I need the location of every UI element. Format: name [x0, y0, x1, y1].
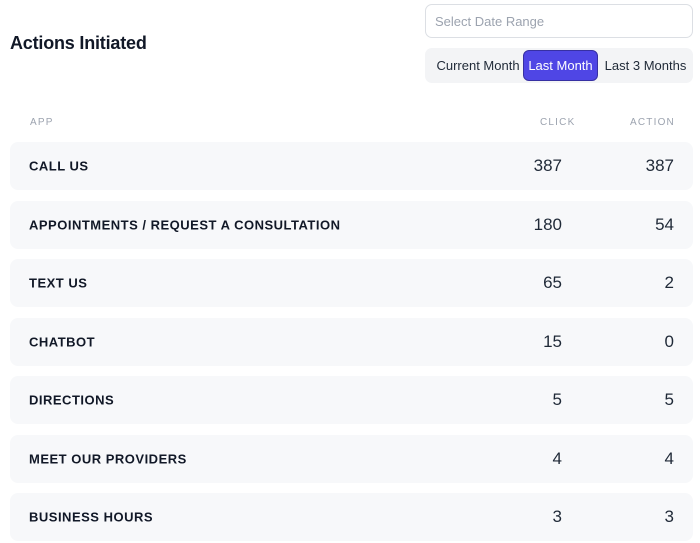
- row-action-count: 3: [664, 507, 674, 526]
- row-action-count: 387: [645, 156, 674, 175]
- column-header-action: ACTION: [630, 117, 675, 128]
- tab-current-month[interactable]: Current Month: [436, 58, 520, 73]
- period-tab-group: Current Month Last Month Last 3 Months: [425, 48, 693, 83]
- tab-last-month[interactable]: Last Month: [523, 50, 598, 81]
- row-action-count: 5: [664, 390, 674, 409]
- row-app-name: APPOINTMENTS / REQUEST A CONSULTATION: [29, 217, 341, 232]
- table-row: CHATBOT 15 0: [10, 317, 693, 366]
- table-row: DIRECTIONS 5 5: [10, 376, 693, 424]
- column-header-app: APP: [30, 117, 54, 128]
- row-app-name: CHATBOT: [29, 334, 96, 349]
- row-click-count: 4: [552, 448, 562, 468]
- table-row: APPOINTMENTS / REQUEST A CONSULTATION 18…: [10, 200, 693, 249]
- page-title: Actions Initiated: [10, 33, 147, 53]
- tab-last-3-months[interactable]: Last 3 Months: [604, 58, 687, 73]
- table-row: BUSINESS HOURS 3 3: [10, 493, 693, 541]
- column-header-click: CLICK: [540, 117, 576, 128]
- row-action-count: 54: [655, 214, 674, 234]
- table-row: TEXT US 65 2: [10, 259, 693, 307]
- row-app-name: BUSINESS HOURS: [29, 509, 154, 525]
- row-app-name: MEET OUR PROVIDERS: [29, 451, 187, 466]
- row-click-count: 65: [543, 273, 562, 292]
- row-action-count: 2: [664, 273, 674, 292]
- row-click-count: 5: [552, 390, 562, 409]
- row-click-count: 3: [552, 507, 562, 526]
- row-click-count: 180: [533, 214, 562, 234]
- row-action-count: 4: [664, 448, 674, 468]
- date-range-input[interactable]: [425, 4, 693, 38]
- row-app-name: DIRECTIONS: [29, 392, 115, 408]
- table-row: CALL US 387 387: [10, 142, 693, 190]
- row-app-name: CALL US: [29, 158, 89, 174]
- row-action-count: 0: [664, 331, 674, 351]
- row-app-name: TEXT US: [29, 275, 88, 291]
- row-click-count: 387: [533, 156, 562, 175]
- table-row: MEET OUR PROVIDERS 4 4: [10, 434, 693, 483]
- row-click-count: 15: [543, 331, 562, 351]
- actions-table: CALL US 387 387 APPOINTMENTS / REQUEST A…: [10, 142, 693, 543]
